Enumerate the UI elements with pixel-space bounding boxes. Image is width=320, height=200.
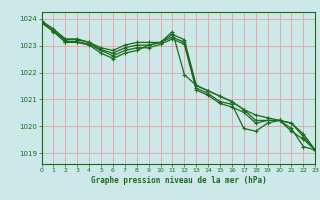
X-axis label: Graphe pression niveau de la mer (hPa): Graphe pression niveau de la mer (hPa) (91, 176, 266, 185)
